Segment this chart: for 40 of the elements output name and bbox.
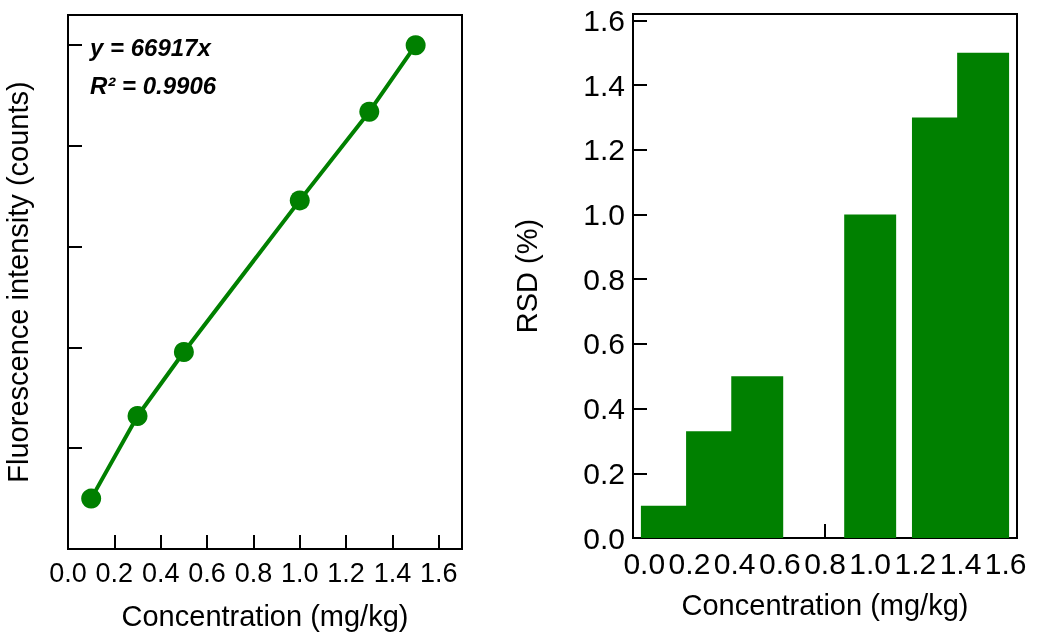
x-tick-label: 0.2 (668, 546, 711, 580)
x-tick-label: 1.2 (327, 557, 365, 588)
y-tick-label: 0.0 (583, 521, 625, 555)
y-tick-label: 0.6 (583, 327, 625, 361)
point (173, 342, 194, 363)
y-axis-title: RSD (%) (510, 218, 543, 334)
point (405, 35, 426, 56)
x-tick-label: 0.0 (49, 557, 87, 588)
point (289, 190, 310, 211)
point (127, 406, 148, 426)
y-tick-label: 1.0 (583, 198, 625, 232)
x-axis-title: Concentration (mg/kg) (681, 588, 969, 621)
point (359, 101, 380, 122)
y-tick-label: 1.4 (583, 68, 625, 102)
x-tick-label: 1.2 (894, 546, 937, 580)
x-tick-label: 1.4 (939, 546, 982, 580)
y-axis-title: Fluorescence intensity (counts) (1, 81, 34, 483)
y-tick-label: 0.8 (583, 262, 625, 296)
x-tick-label: 0.4 (713, 546, 756, 580)
bar (844, 214, 897, 538)
y-tick-label: 1.2 (583, 133, 625, 167)
x-tick-label: 1.6 (984, 546, 1027, 580)
annotation: y = 66917x (89, 33, 213, 61)
x-axis-title: Concentration (mg/kg) (121, 599, 409, 632)
x-tick-label: 0.6 (188, 557, 226, 588)
annotation: R² = 0.9906 (90, 71, 217, 99)
point (81, 488, 102, 509)
x-tick-label: 1.6 (420, 557, 458, 588)
y-tick-label: 0.2 (583, 456, 625, 490)
x-tick-label: 0.6 (758, 546, 801, 580)
x-tick-label: 0.2 (95, 557, 134, 588)
y-tick-label: 0.4 (583, 392, 625, 426)
x-tick-label: 0.8 (234, 557, 273, 588)
x-tick-label: 1.0 (280, 557, 319, 588)
y-tick-label: 1.6 (583, 3, 625, 37)
x-tick-label: 0.0 (623, 546, 666, 580)
x-tick-label: 1.0 (849, 546, 892, 580)
x-tick-label: 0.4 (141, 557, 180, 588)
x-tick-label: 1.4 (373, 557, 412, 588)
x-tick-label: 0.8 (804, 546, 846, 580)
